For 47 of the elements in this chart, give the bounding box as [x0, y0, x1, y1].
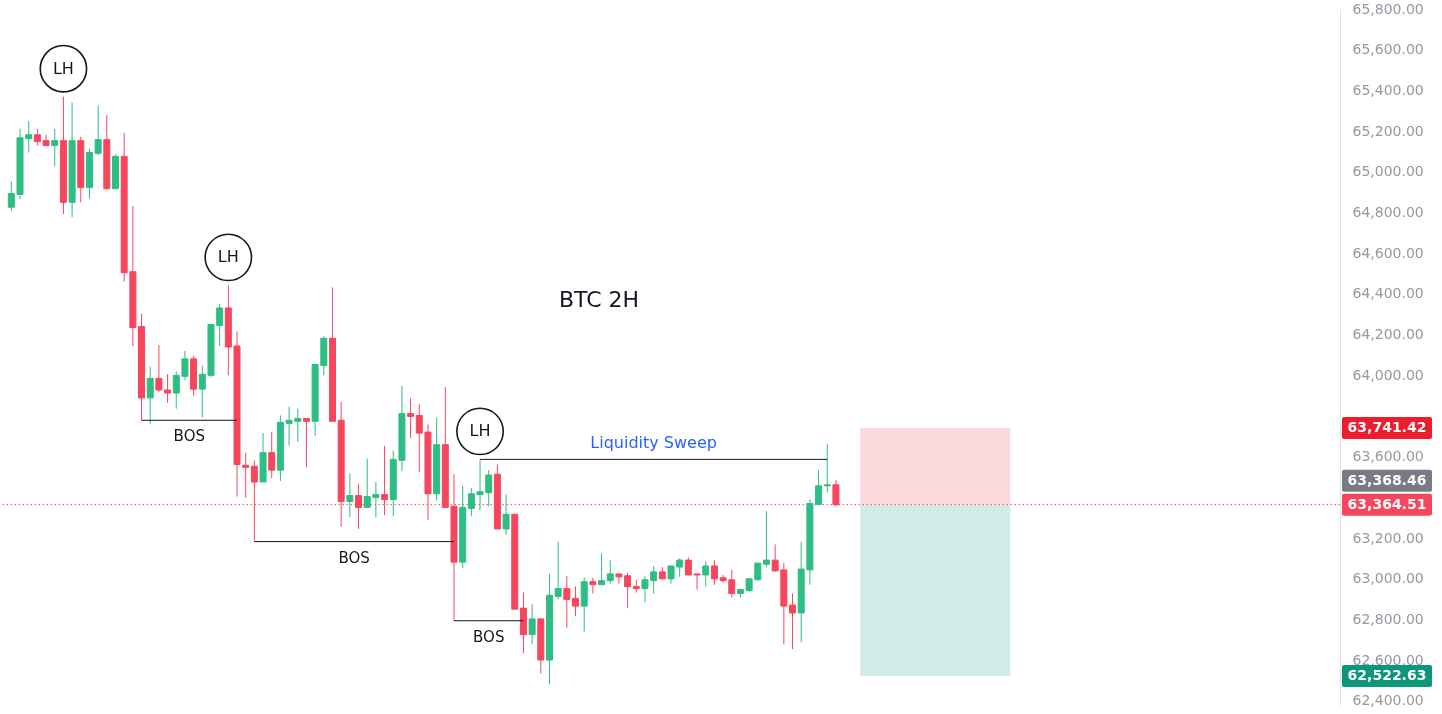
candlestick [598, 552, 606, 586]
candlestick [528, 603, 536, 645]
ref-line-label: 63,364.51 [1347, 495, 1427, 512]
y-tick-label: 63,200.00 [1352, 529, 1424, 546]
candlestick [702, 560, 710, 588]
candlestick [268, 431, 276, 479]
candlestick [554, 541, 562, 600]
candlestick [302, 417, 310, 468]
text: 63,741.42 [1347, 418, 1427, 435]
candlestick [589, 577, 597, 594]
y-tick-label: 62,600.00 [1352, 651, 1424, 668]
y-tick-label: 64,000.00 [1352, 366, 1424, 383]
candlestick [563, 575, 571, 629]
candlestick [572, 586, 580, 617]
candlestick [606, 559, 614, 585]
annotation: BOS [473, 627, 505, 646]
y-tick-label: 63,000.00 [1352, 570, 1424, 587]
annotation: LH [469, 421, 491, 441]
y-tick-label: 64,200.00 [1352, 326, 1424, 343]
y-tick-label: 65,000.00 [1352, 163, 1424, 180]
candlestick [502, 494, 510, 536]
annotation: LH [52, 58, 74, 78]
candlestick [242, 452, 250, 499]
y-tick-label: 62,400.00 [1352, 692, 1424, 709]
y-tick-label: 62,800.00 [1352, 611, 1424, 628]
annotation: BOS [338, 548, 370, 567]
annotation: BOS [173, 427, 205, 446]
y-tick-label: 64,800.00 [1352, 204, 1424, 221]
y-tick-label: 65,400.00 [1352, 81, 1424, 98]
candlestick [51, 128, 59, 167]
y-tick-label: 65,200.00 [1352, 122, 1424, 139]
annotation: LH [217, 247, 239, 267]
candlestick [789, 592, 797, 650]
text: 62,522.63 [1347, 666, 1427, 683]
text: 63,368.46 [1347, 471, 1427, 488]
annotation: Liquidity Sweep [590, 433, 717, 453]
candlestick [346, 472, 354, 518]
y-tick-label: 63,600.00 [1352, 448, 1424, 465]
y-tick-label: 64,400.00 [1352, 285, 1424, 302]
candlestick [823, 443, 831, 494]
candlestick [407, 397, 415, 439]
y-tick-label: 64,600.00 [1352, 244, 1424, 261]
candlestick [146, 366, 154, 425]
candlestick [762, 510, 770, 568]
y-tick-label: 65,800.00 [1352, 0, 1424, 17]
text: BTC 2H [558, 287, 640, 312]
y-tick-label: 65,600.00 [1352, 41, 1424, 58]
